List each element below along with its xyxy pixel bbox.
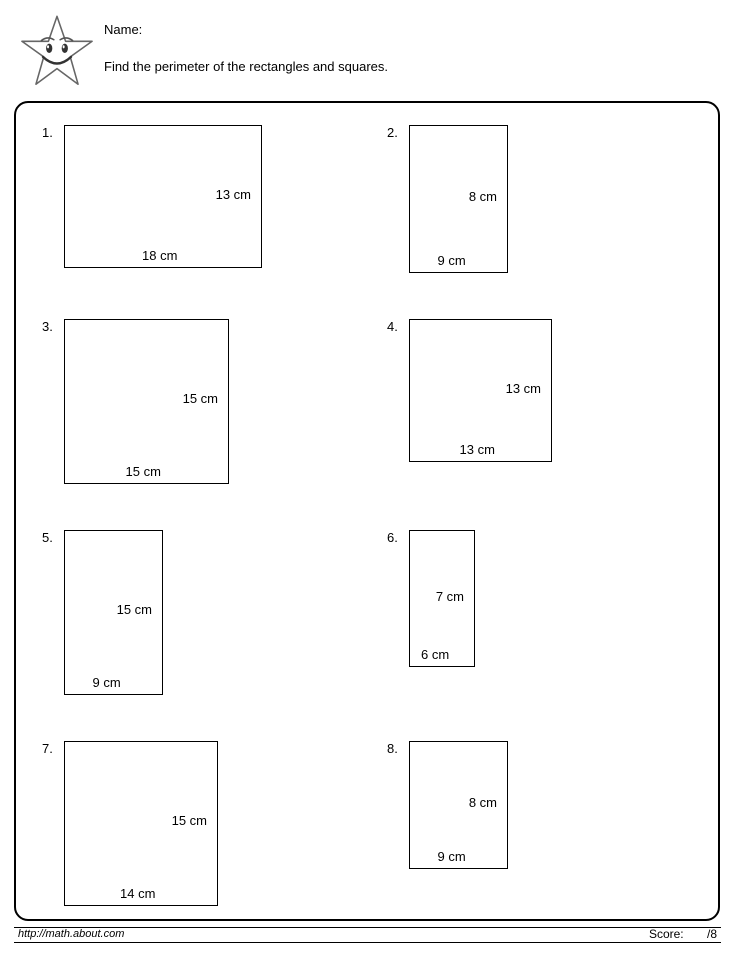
problem-number: 3. xyxy=(42,319,64,334)
height-label: 8 cm xyxy=(469,795,497,810)
shape-zone: 13 cm 18 cm xyxy=(64,125,262,268)
problem: 2. 8 cm 9 cm xyxy=(387,125,692,273)
width-label: 14 cm xyxy=(120,886,155,901)
width-label: 9 cm xyxy=(93,675,121,690)
height-label: 15 cm xyxy=(183,391,218,406)
problem: 7. 15 cm 14 cm xyxy=(42,741,347,906)
height-label: 8 cm xyxy=(469,189,497,204)
shape-zone: 8 cm 9 cm xyxy=(409,125,508,273)
shape-zone: 8 cm 9 cm xyxy=(409,741,508,869)
rectangle: 8 cm 9 cm xyxy=(409,741,508,869)
problem: 5. 15 cm 9 cm xyxy=(42,530,347,695)
rectangle: 13 cm 13 cm xyxy=(409,319,552,462)
rectangle: 15 cm 14 cm xyxy=(64,741,218,906)
problem: 4. 13 cm 13 cm xyxy=(387,319,692,484)
width-label: 6 cm xyxy=(421,647,449,662)
footer-url: http://math.about.com xyxy=(18,928,124,941)
height-label: 7 cm xyxy=(436,589,464,604)
problem: 8. 8 cm 9 cm xyxy=(387,741,692,906)
worksheet-page: Name: Find the perimeter of the rectangl… xyxy=(0,0,735,951)
shape-zone: 13 cm 13 cm xyxy=(409,319,552,462)
name-label: Name: xyxy=(104,22,723,37)
rectangle: 13 cm 18 cm xyxy=(64,125,262,268)
width-label: 13 cm xyxy=(460,442,495,457)
rectangle: 7 cm 6 cm xyxy=(409,530,475,667)
score-label: Score: xyxy=(649,927,684,941)
header-text: Name: Find the perimeter of the rectangl… xyxy=(104,10,723,74)
shape-zone: 15 cm 9 cm xyxy=(64,530,163,695)
height-label: 15 cm xyxy=(172,813,207,828)
header: Name: Find the perimeter of the rectangl… xyxy=(12,10,723,95)
problem-number: 4. xyxy=(387,319,409,334)
shape-zone: 15 cm 14 cm xyxy=(64,741,218,906)
problem-number: 8. xyxy=(387,741,409,756)
shape-zone: 15 cm 15 cm xyxy=(64,319,229,484)
problem-number: 7. xyxy=(42,741,64,756)
footer-score: Score: /8 xyxy=(649,928,717,941)
problem-number: 2. xyxy=(387,125,409,140)
width-label: 9 cm xyxy=(438,253,466,268)
problem: 1. 13 cm 18 cm xyxy=(42,125,347,273)
instruction-text: Find the perimeter of the rectangles and… xyxy=(104,59,723,74)
star-icon xyxy=(12,10,104,95)
width-label: 9 cm xyxy=(438,849,466,864)
footer: http://math.about.com Score: /8 xyxy=(14,927,721,943)
width-label: 18 cm xyxy=(142,248,177,263)
problems-box: 1.13 cm18 cm2.8 cm9 cm3.15 cm15 cm4.13 c… xyxy=(14,101,720,921)
problem: 3. 15 cm 15 cm xyxy=(42,319,347,484)
rectangle: 8 cm 9 cm xyxy=(409,125,508,273)
shape-zone: 7 cm 6 cm xyxy=(409,530,475,667)
problems-grid: 1.13 cm18 cm2.8 cm9 cm3.15 cm15 cm4.13 c… xyxy=(42,125,692,906)
problem: 6. 7 cm 6 cm xyxy=(387,530,692,695)
problem-number: 6. xyxy=(387,530,409,545)
problem-number: 1. xyxy=(42,125,64,140)
width-label: 15 cm xyxy=(126,464,161,479)
rectangle: 15 cm 9 cm xyxy=(64,530,163,695)
height-label: 13 cm xyxy=(506,381,541,396)
height-label: 13 cm xyxy=(216,187,251,202)
problem-number: 5. xyxy=(42,530,64,545)
height-label: 15 cm xyxy=(117,602,152,617)
score-outof: /8 xyxy=(707,927,717,941)
rectangle: 15 cm 15 cm xyxy=(64,319,229,484)
